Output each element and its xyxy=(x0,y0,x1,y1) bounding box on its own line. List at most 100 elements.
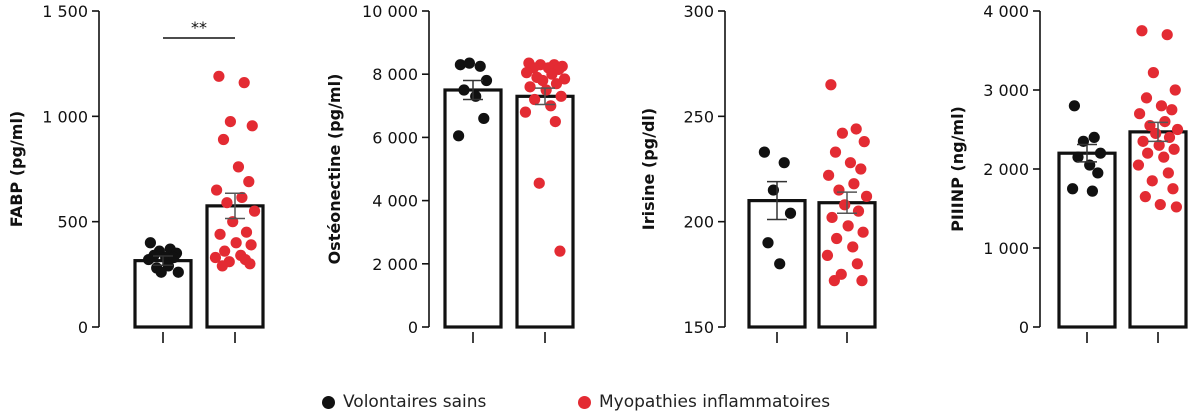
data-point-myopathies xyxy=(821,249,834,261)
y-tick-label: 1 000 xyxy=(42,107,88,126)
data-point-healthy xyxy=(784,207,797,219)
data-point-myopathies xyxy=(211,184,223,196)
data-point-myopathies xyxy=(852,205,865,217)
data-point-myopathies xyxy=(217,133,230,146)
data-point-myopathies xyxy=(1150,127,1162,140)
legend-marker-healthy xyxy=(322,395,335,409)
data-point-myopathies xyxy=(540,84,552,96)
data-point-myopathies xyxy=(221,197,233,209)
data-point-myopathies xyxy=(550,78,563,90)
data-point-myopathies xyxy=(244,258,256,270)
data-point-myopathies xyxy=(209,251,222,264)
data-point-myopathies xyxy=(1147,67,1159,79)
data-point-myopathies xyxy=(857,226,869,238)
data-point-myopathies xyxy=(833,184,845,196)
figure-panels: 0 500 1 000 1 500 FABP (pg/ml) ** 0 2 000 4 000 6… xyxy=(7,2,1188,343)
data-point-myopathies xyxy=(848,178,860,190)
data-point-myopathies xyxy=(856,275,868,287)
data-point-myopathies xyxy=(1154,198,1166,211)
data-point-myopathies xyxy=(1161,29,1173,41)
data-point-healthy xyxy=(1067,183,1079,195)
legend-marker-myopathies xyxy=(578,395,591,409)
data-point-healthy xyxy=(478,112,490,125)
data-point-healthy xyxy=(778,157,790,169)
data-point-myopathies xyxy=(1168,143,1180,155)
data-point-healthy xyxy=(767,184,780,196)
data-point-healthy xyxy=(758,146,771,158)
data-point-myopathies xyxy=(533,177,545,189)
data-point-healthy xyxy=(144,237,156,249)
bar-healthy xyxy=(443,88,503,329)
bar-myopathies xyxy=(817,201,877,329)
y-axis-label: PIIINP (ng/ml) xyxy=(948,106,967,232)
data-point-healthy xyxy=(1088,131,1100,143)
data-point-myopathies xyxy=(847,241,859,253)
data-point-healthy xyxy=(762,237,774,249)
data-point-healthy xyxy=(454,59,466,71)
data-point-myopathies xyxy=(219,245,231,257)
data-point-myopathies xyxy=(248,205,261,217)
data-point-myopathies xyxy=(521,67,533,79)
data-point-myopathies xyxy=(224,116,236,128)
data-point-myopathies xyxy=(825,79,837,91)
chart-panel-1: 0 500 1 000 1 500 FABP (pg/ml) ** xyxy=(7,2,265,343)
data-point-myopathies xyxy=(549,116,561,128)
data-point-healthy xyxy=(470,90,482,102)
data-point-healthy xyxy=(1072,151,1084,163)
data-point-myopathies xyxy=(1171,123,1184,136)
data-point-myopathies xyxy=(236,191,248,204)
data-point-myopathies xyxy=(1170,201,1182,213)
data-point-myopathies xyxy=(243,176,255,188)
y-tick-label: 4 000 xyxy=(372,192,418,211)
y-tick-label: 10 000 xyxy=(362,2,418,21)
data-point-myopathies xyxy=(227,216,239,228)
data-point-myopathies xyxy=(529,93,541,106)
data-point-myopathies xyxy=(823,169,835,181)
data-point-myopathies xyxy=(216,260,228,272)
data-point-myopathies xyxy=(1153,139,1165,151)
data-point-myopathies xyxy=(1159,116,1171,128)
legend-label-healthy: Volontaires sains xyxy=(343,392,487,412)
data-point-myopathies xyxy=(1134,108,1146,120)
data-point-myopathies xyxy=(524,81,536,93)
y-axis-label: Irisine (pg/dl) xyxy=(639,108,658,230)
y-axis-label: FABP (pg/ml) xyxy=(7,111,26,228)
y-tick-label: 500 xyxy=(57,213,88,232)
legend: Volontaires sains Myopathies inflammatoi… xyxy=(0,392,1200,418)
data-point-myopathies xyxy=(1155,100,1168,112)
data-point-myopathies xyxy=(1162,167,1174,179)
data-point-myopathies xyxy=(850,123,862,135)
y-tick-label: 150 xyxy=(683,318,714,337)
data-point-healthy xyxy=(458,84,470,96)
data-point-myopathies xyxy=(1142,147,1154,159)
data-point-myopathies xyxy=(1167,183,1179,195)
y-tick-label: 0 xyxy=(1019,318,1029,337)
y-axis-label: Ostéonectine (pg/ml) xyxy=(325,74,344,265)
data-point-healthy xyxy=(1092,167,1104,179)
data-point-healthy xyxy=(474,60,486,72)
data-point-healthy xyxy=(168,251,180,264)
significance-label: ** xyxy=(191,18,207,37)
y-tick-label: 2 000 xyxy=(372,255,418,274)
data-point-healthy xyxy=(155,266,167,278)
legend-label-myopathies: Myopathies inflammatoires xyxy=(599,392,831,412)
data-point-healthy xyxy=(1086,185,1098,197)
y-tick-label: 200 xyxy=(683,213,714,232)
y-tick-label: 1 500 xyxy=(42,2,88,21)
data-point-myopathies xyxy=(831,232,843,245)
data-point-myopathies xyxy=(240,226,253,238)
bar-myopathies xyxy=(515,94,575,329)
data-point-myopathies xyxy=(555,90,567,102)
y-tick-label: 0 xyxy=(408,318,418,337)
data-point-myopathies xyxy=(1137,135,1149,147)
y-tick-label: 6 000 xyxy=(372,128,418,147)
data-point-healthy xyxy=(143,253,155,266)
data-point-myopathies xyxy=(860,190,873,202)
data-point-healthy xyxy=(1094,147,1107,159)
bar-healthy xyxy=(1057,151,1117,329)
data-point-myopathies xyxy=(836,127,849,139)
data-point-myopathies xyxy=(230,237,242,249)
data-point-myopathies xyxy=(1163,131,1176,143)
data-point-myopathies xyxy=(246,120,258,132)
chart-panel-4: 0 1 000 2 000 3 000 4 000 PIIINP (ng/ml) xyxy=(948,2,1188,343)
